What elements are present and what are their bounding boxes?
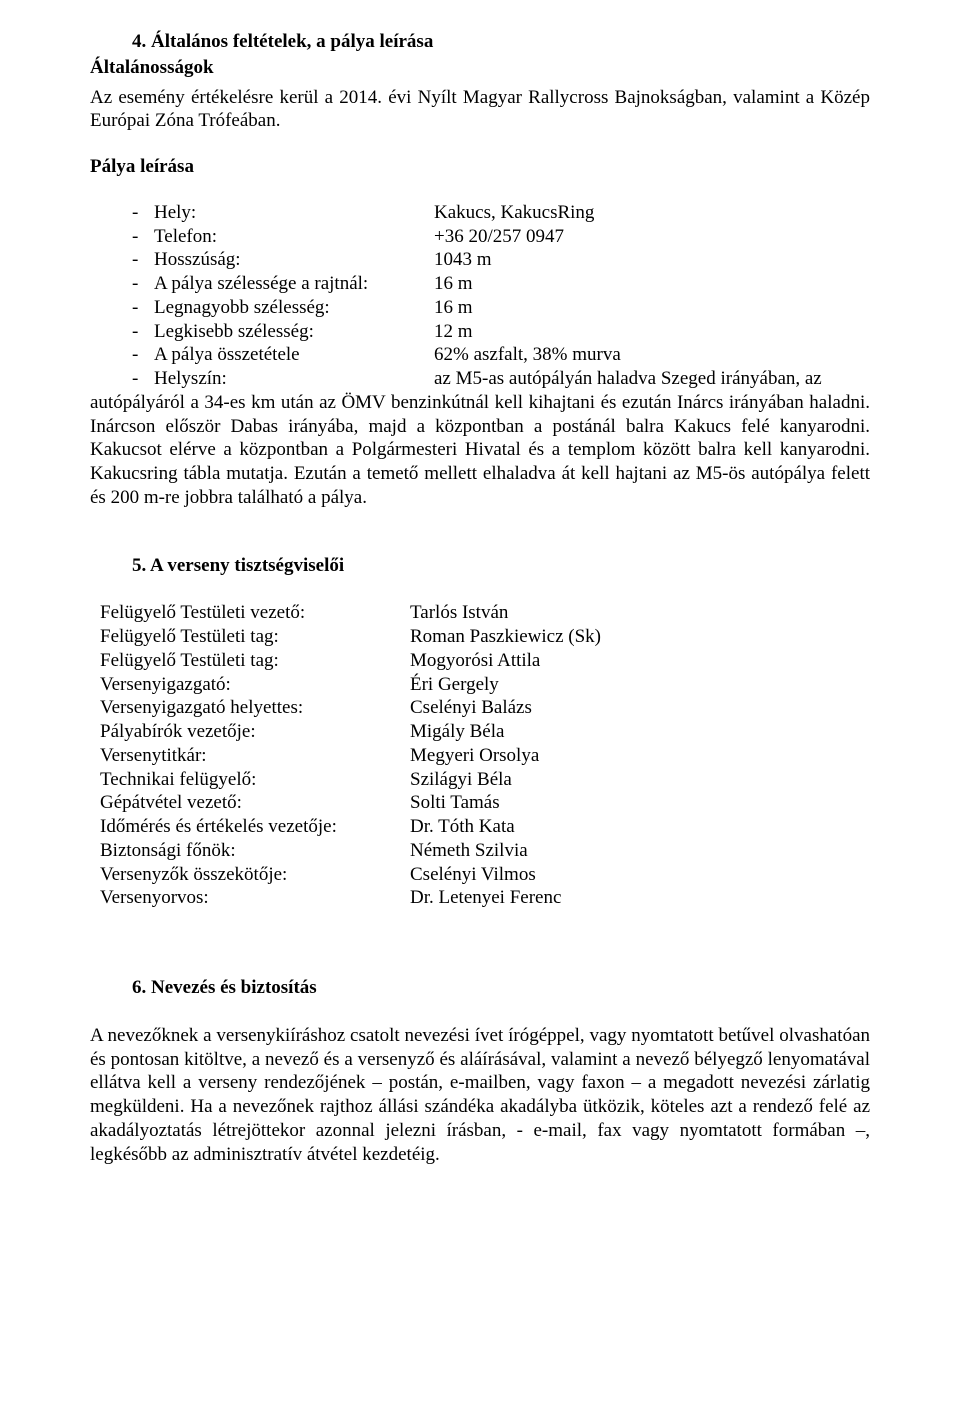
track-detail-value: 16 m — [434, 272, 870, 296]
track-detail-row: - A pálya összetétele 62% aszfalt, 38% m… — [132, 343, 870, 367]
dash-icon: - — [132, 320, 154, 344]
official-label: Gépátvétel vezető: — [100, 791, 410, 815]
official-row: Versenytitkár: Megyeri Orsolya — [100, 744, 870, 768]
section4-sub2: Pálya leírása — [90, 155, 870, 179]
track-detail-row: - Helyszín: az M5-as autópályán haladva … — [132, 367, 870, 391]
official-value: Solti Tamás — [410, 791, 870, 815]
track-detail-row: - Hosszúság: 1043 m — [132, 248, 870, 272]
official-row: Versenyigazgató: Éri Gergely — [100, 673, 870, 697]
dash-icon: - — [132, 201, 154, 225]
dash-icon: - — [132, 225, 154, 249]
track-detail-label: Legnagyobb szélesség: — [154, 296, 434, 320]
track-details-list: - Hely: Kakucs, KakucsRing - Telefon: +3… — [90, 201, 870, 391]
dash-icon: - — [132, 272, 154, 296]
official-value: Dr. Tóth Kata — [410, 815, 870, 839]
track-detail-value: 12 m — [434, 320, 870, 344]
dash-icon: - — [132, 367, 154, 391]
section4-heading: 4. Általános feltételek, a pálya leírása — [90, 30, 870, 54]
track-detail-value: 1043 m — [434, 248, 870, 272]
official-value: Roman Paszkiewicz (Sk) — [410, 625, 870, 649]
official-value: Mogyorósi Attila — [410, 649, 870, 673]
track-detail-label: Legkisebb szélesség: — [154, 320, 434, 344]
official-label: Versenyigazgató helyettes: — [100, 696, 410, 720]
track-detail-value: 62% aszfalt, 38% murva — [434, 343, 870, 367]
official-label: Felügyelő Testületi vezető: — [100, 601, 410, 625]
official-value: Tarlós István — [410, 601, 870, 625]
official-row: Versenyorvos: Dr. Letenyei Ferenc — [100, 886, 870, 910]
official-row: Biztonsági főnök: Németh Szilvia — [100, 839, 870, 863]
official-value: Szilágyi Béla — [410, 768, 870, 792]
section4-para2: autópályáról a 34-es km után az ÖMV benz… — [90, 391, 870, 510]
track-detail-label: A pálya szélessége a rajtnál: — [154, 272, 434, 296]
official-label: Technikai felügyelő: — [100, 768, 410, 792]
dash-icon: - — [132, 296, 154, 320]
official-row: Pályabírók vezetője: Migály Béla — [100, 720, 870, 744]
official-label: Felügyelő Testületi tag: — [100, 649, 410, 673]
official-value: Migály Béla — [410, 720, 870, 744]
official-label: Versenyigazgató: — [100, 673, 410, 697]
track-detail-value: Kakucs, KakucsRing — [434, 201, 870, 225]
dash-icon: - — [132, 248, 154, 272]
official-label: Versenytitkár: — [100, 744, 410, 768]
track-detail-label: Helyszín: — [154, 367, 434, 391]
official-value: Megyeri Orsolya — [410, 744, 870, 768]
track-detail-row: - A pálya szélessége a rajtnál: 16 m — [132, 272, 870, 296]
track-detail-row: - Legkisebb szélesség: 12 m — [132, 320, 870, 344]
track-detail-label: Hely: — [154, 201, 434, 225]
officials-list: Felügyelő Testületi vezető: Tarlós Istvá… — [90, 601, 870, 910]
section5-heading: 5. A verseny tisztségviselői — [90, 554, 870, 578]
official-value: Cselényi Balázs — [410, 696, 870, 720]
section6-para1: A nevezőknek a versenykiíráshoz csatolt … — [90, 1024, 870, 1167]
official-row: Időmérés és értékelés vezetője: Dr. Tóth… — [100, 815, 870, 839]
official-value: Dr. Letenyei Ferenc — [410, 886, 870, 910]
official-label: Biztonsági főnök: — [100, 839, 410, 863]
official-value: Cselényi Vilmos — [410, 863, 870, 887]
section4-sub1: Általánosságok — [90, 56, 870, 80]
official-row: Gépátvétel vezető: Solti Tamás — [100, 791, 870, 815]
dash-icon: - — [132, 343, 154, 367]
official-value: Éri Gergely — [410, 673, 870, 697]
track-detail-row: - Legnagyobb szélesség: 16 m — [132, 296, 870, 320]
track-detail-value: +36 20/257 0947 — [434, 225, 870, 249]
track-detail-row: - Hely: Kakucs, KakucsRing — [132, 201, 870, 225]
official-value: Németh Szilvia — [410, 839, 870, 863]
section4-para1: Az esemény értékelésre kerül a 2014. évi… — [90, 86, 870, 134]
official-row: Felügyelő Testületi vezető: Tarlós Istvá… — [100, 601, 870, 625]
official-row: Felügyelő Testületi tag: Mogyorósi Attil… — [100, 649, 870, 673]
official-label: Versenyzők összekötője: — [100, 863, 410, 887]
track-detail-label: Hosszúság: — [154, 248, 434, 272]
section6-heading: 6. Nevezés és biztosítás — [90, 976, 870, 1000]
track-detail-value: 16 m — [434, 296, 870, 320]
track-detail-row: - Telefon: +36 20/257 0947 — [132, 225, 870, 249]
official-row: Versenyigazgató helyettes: Cselényi Balá… — [100, 696, 870, 720]
track-detail-label: Telefon: — [154, 225, 434, 249]
official-row: Versenyzők összekötője: Cselényi Vilmos — [100, 863, 870, 887]
track-detail-label: A pálya összetétele — [154, 343, 434, 367]
official-label: Időmérés és értékelés vezetője: — [100, 815, 410, 839]
official-row: Technikai felügyelő: Szilágyi Béla — [100, 768, 870, 792]
official-row: Felügyelő Testületi tag: Roman Paszkiewi… — [100, 625, 870, 649]
official-label: Versenyorvos: — [100, 886, 410, 910]
track-detail-value: az M5-as autópályán haladva Szeged irány… — [434, 367, 870, 391]
official-label: Felügyelő Testületi tag: — [100, 625, 410, 649]
official-label: Pályabírók vezetője: — [100, 720, 410, 744]
